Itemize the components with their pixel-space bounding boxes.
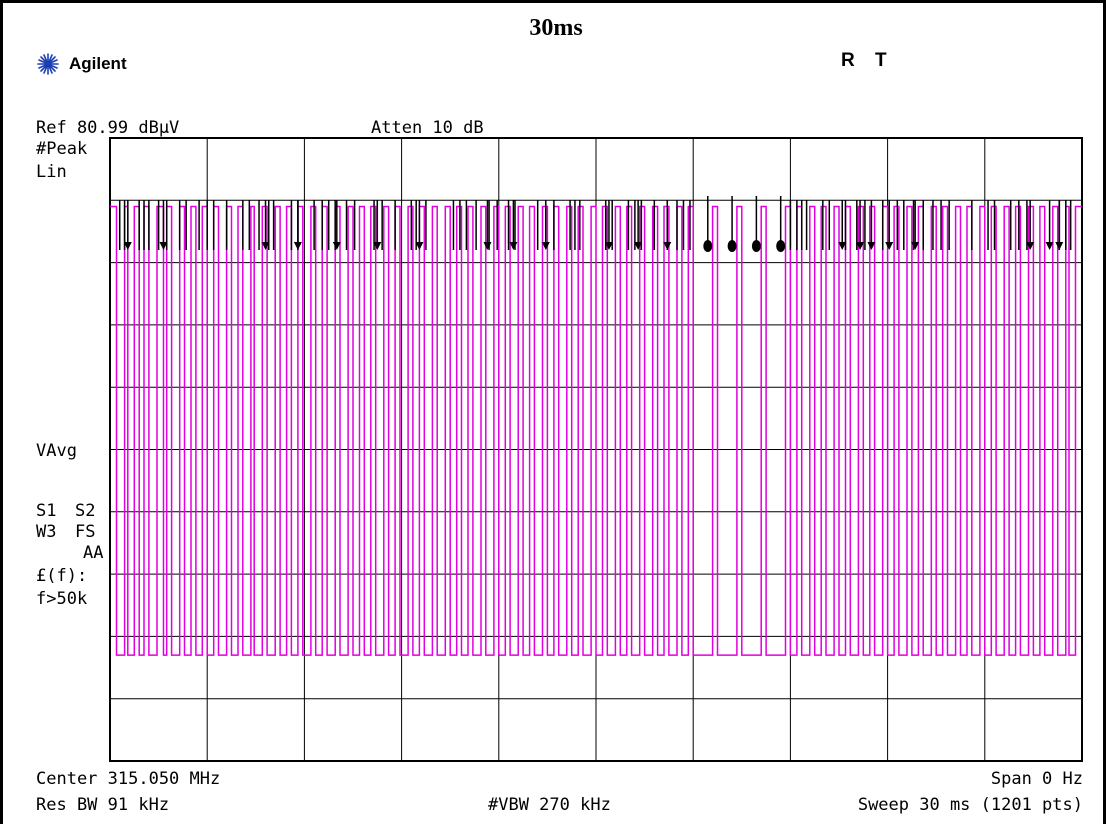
arrowhead-icon [604,242,613,250]
figure-caption: 30ms [529,15,583,41]
s2-label: S2 [75,501,96,521]
arrowhead-icon [856,242,865,250]
signal-trace [110,205,1082,656]
arrowhead-icon [509,242,518,250]
arrowhead-icon [634,242,643,250]
fs-label: FS [75,522,96,542]
arrowhead-icon [867,242,876,250]
ref-level-label: Ref 80.99 dBµV [36,118,180,138]
aa-label: AA [83,543,104,563]
arrowhead-icon [373,242,382,250]
sweep-label: Sweep 30 ms (1201 pts) [857,795,1083,815]
arrowhead-icon [911,242,920,250]
arrowhead-icon [159,242,168,250]
arrowhead-icon [261,242,270,250]
dot-marker-icon [776,240,786,252]
arrowhead-icon [885,242,894,250]
arrowhead-icon [663,242,672,250]
arrowhead-icon [1045,242,1054,250]
arrowhead-icon [123,242,132,250]
arrowhead-icon [838,242,847,250]
arrowhead-icon [332,242,341,250]
w3-label: W3 [36,522,57,542]
dot-marker-icon [727,240,737,252]
agilent-spark-logo-icon [37,53,59,75]
dot-marker-icon [751,240,761,252]
detector-label: #Peak [36,139,88,159]
atten-label: Atten 10 dB [371,118,484,138]
arrowhead-icon [1055,242,1064,250]
function-label: £(f): [36,566,88,586]
arrowhead-icon [483,242,492,250]
scale-label: Lin [36,162,67,182]
s1-label: S1 [36,501,57,521]
annunciator-r: R [841,50,855,71]
annunciator-t: T [875,50,887,71]
condition-label: f>50k [36,589,88,609]
arrowhead-icon [415,242,424,250]
arrowhead-icon [293,242,302,250]
center-freq-label: Center 315.050 MHz [36,769,221,789]
avg-label: VAvg [36,441,77,461]
vbw-label: #VBW 270 kHz [488,795,611,815]
arrowhead-icon [541,242,550,250]
dot-marker-icon [703,240,713,252]
brand-name: Agilent [69,54,127,73]
arrowhead-icon [1026,242,1035,250]
res-bw-label: Res BW 91 kHz [36,795,170,815]
span-label: Span 0 Hz [990,769,1083,789]
